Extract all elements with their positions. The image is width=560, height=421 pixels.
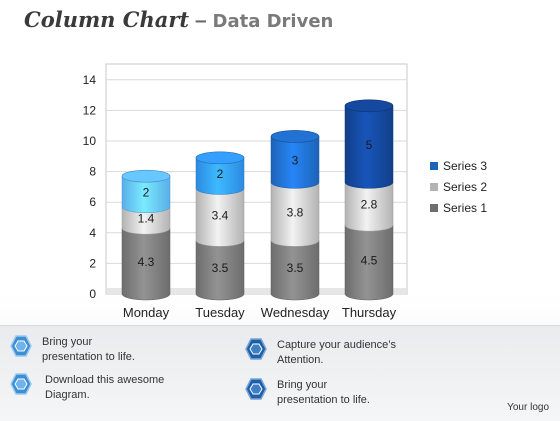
x-tick-label: Wednesday <box>261 305 330 320</box>
feature-text: Download this awesome Diagram. <box>45 374 165 401</box>
hexagon-icon <box>245 338 267 360</box>
y-tick-label: 6 <box>89 195 96 209</box>
title-subtitle: Data Driven <box>212 11 334 32</box>
data-label: 4.3 <box>138 255 155 269</box>
data-label: 4.5 <box>361 254 378 268</box>
column-chart: 0 2 4 6 8 10 12 14 4.3 1.4 2 Monday 3.5 3.4 2 Tuesday 3.… <box>83 63 487 320</box>
data-label: 1.4 <box>138 212 155 226</box>
plot-floor <box>107 288 406 294</box>
y-tick-label: 14 <box>83 73 97 87</box>
y-tick-label: 10 <box>83 134 97 148</box>
data-label: 3.8 <box>287 205 304 219</box>
bar-segment <box>121 175 171 214</box>
legend-label: Series 1 <box>443 201 487 215</box>
bar-cap <box>270 130 320 143</box>
bar-segment <box>121 227 171 301</box>
feature-text: Bring your presentation to life. <box>42 336 135 363</box>
legend-swatch <box>430 162 438 170</box>
feature-panel <box>0 325 560 421</box>
feature-item-1: Bring your presentation to life. <box>10 335 135 365</box>
feature-item-3: Download this awesome Diagram. <box>10 373 164 403</box>
y-tick-label: 0 <box>89 287 96 301</box>
data-label: 2 <box>143 185 150 199</box>
legend-label: Series 2 <box>443 180 487 194</box>
bar-segment <box>270 182 320 247</box>
feature-text: Bring your presentation to life. <box>277 379 370 406</box>
bar-segment <box>195 188 245 247</box>
bar-segment <box>121 206 171 235</box>
footer-logo: Your logo <box>507 402 549 413</box>
legend-swatch <box>430 204 438 212</box>
y-tick-label: 8 <box>89 165 96 179</box>
data-label: 2.8 <box>361 198 378 212</box>
feature-item-2: Capture your audience’s Attention. <box>245 338 396 368</box>
bar-segment <box>195 240 245 301</box>
bar-segment <box>195 157 245 195</box>
data-label: 2 <box>217 167 224 181</box>
title-main: Column Chart <box>24 7 190 32</box>
bar-segment <box>270 136 320 189</box>
bar-cap <box>344 99 394 113</box>
data-label: 3 <box>292 153 299 167</box>
hexagon-icon <box>10 373 32 395</box>
data-label: 3.5 <box>212 261 229 275</box>
bar-segment <box>344 182 394 232</box>
feature-item-4: Bring your presentation to life. <box>245 378 370 408</box>
hexagon-icon <box>245 378 267 400</box>
data-label: 3.5 <box>287 261 304 275</box>
hexagon-icon <box>10 335 32 357</box>
bar-cap <box>121 169 171 183</box>
data-label: 3.4 <box>212 208 229 222</box>
title-separator: – <box>194 9 207 32</box>
y-tick-label: 2 <box>89 256 96 270</box>
y-tick-label: 12 <box>83 103 97 117</box>
page-title: Column Chart – Data Driven <box>24 7 333 35</box>
feature-text: Capture your audience’s Attention. <box>277 339 397 366</box>
legend-label: Series 3 <box>443 159 487 173</box>
bar-segment <box>270 240 320 301</box>
bar-cap <box>195 151 245 165</box>
x-tick-label: Thursday <box>342 305 397 320</box>
x-tick-label: Monday <box>123 305 170 320</box>
bar-segment <box>344 105 394 189</box>
data-label: 5 <box>366 138 373 152</box>
y-tick-label: 4 <box>89 226 96 240</box>
x-tick-label: Tuesday <box>195 305 245 320</box>
legend-swatch <box>430 183 438 191</box>
bar-segment <box>344 224 394 301</box>
